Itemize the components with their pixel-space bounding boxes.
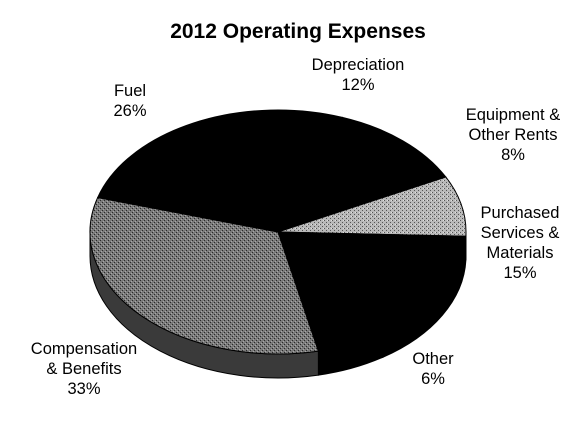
- slice-name-label: Fuel: [114, 82, 146, 100]
- slice-label: Compensation & Benefits 33%: [31, 340, 137, 398]
- slice-value-label: 8%: [501, 146, 525, 164]
- slice-labels: Depreciation 12% Equipment & Other Rents 8% P…: [31, 56, 560, 398]
- slice-value-label: 33%: [67, 380, 100, 398]
- slice-name-label: Materials: [487, 244, 554, 262]
- slice-name-label: Compensation: [31, 340, 137, 358]
- pie-slice: [276, 116, 447, 233]
- slice-name-label: Other Rents: [469, 126, 558, 144]
- slice-label: Depreciation 12%: [312, 56, 405, 94]
- pie-slice: [96, 109, 344, 233]
- pie-slice: [89, 196, 320, 355]
- slice-name-label: & Benefits: [46, 360, 121, 378]
- slice-value-label: 26%: [113, 102, 146, 120]
- pie-slices: [89, 109, 467, 355]
- slice-name-label: Services &: [481, 224, 560, 242]
- slice-value-label: 12%: [341, 76, 374, 94]
- slice-label: Fuel 26%: [113, 82, 146, 120]
- slice-name-label: Equipment &: [466, 106, 560, 124]
- chart-title: 2012 Operating Expenses: [170, 20, 426, 43]
- slice-label: Equipment & Other Rents 8%: [466, 106, 560, 164]
- slice-label: Other 6%: [412, 350, 454, 388]
- pie-slice: [277, 176, 467, 237]
- slice-value-label: 15%: [503, 264, 536, 282]
- slice-name-label: Purchased: [481, 204, 560, 222]
- slice-name-label: Depreciation: [312, 56, 405, 74]
- pie-slice: [276, 231, 467, 334]
- slice-value-label: 6%: [421, 370, 445, 388]
- slice-label: Purchased Services & Materials 15%: [481, 204, 560, 282]
- slice-name-label: Other: [412, 350, 454, 368]
